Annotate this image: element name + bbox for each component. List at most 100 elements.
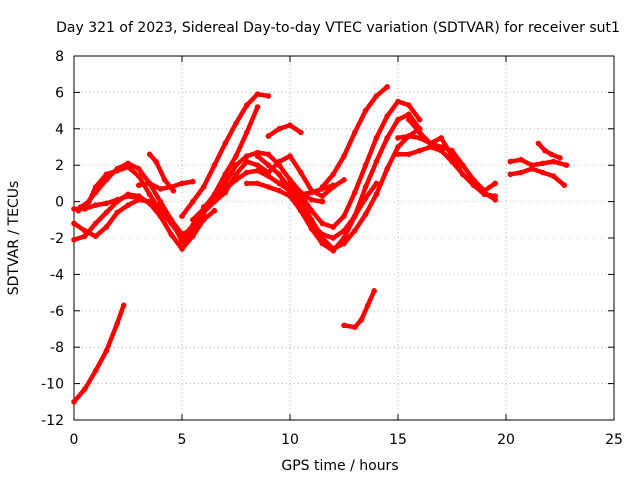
data-point — [157, 207, 164, 214]
data-point — [384, 113, 391, 119]
data-point — [319, 198, 326, 205]
y-axis-label: SDTVAR / TECUs — [6, 181, 22, 296]
data-point — [190, 178, 196, 185]
data-point — [190, 217, 196, 223]
data-point — [481, 189, 488, 196]
data-point — [535, 140, 542, 147]
data-point — [352, 324, 358, 331]
data-point — [161, 177, 168, 183]
data-point — [507, 158, 514, 165]
data-point — [103, 177, 110, 183]
data-point — [449, 153, 455, 159]
data-point — [384, 166, 391, 172]
data-point — [168, 217, 174, 223]
data-point — [92, 233, 99, 239]
data-point — [200, 204, 207, 210]
data-point — [416, 129, 423, 136]
series-trace-track-26 — [536, 141, 563, 161]
x-tick-label: 5 — [178, 432, 187, 448]
x-axis-label: GPS time / hours — [281, 458, 398, 474]
series-trace-track-19 — [266, 122, 304, 139]
x-tick-label: 0 — [70, 432, 79, 448]
data-point — [395, 151, 401, 158]
data-point — [438, 135, 445, 141]
data-point — [362, 107, 369, 114]
data-point — [406, 151, 412, 158]
data-point — [103, 348, 110, 354]
y-tick-label: -8 — [50, 340, 64, 356]
data-point — [373, 180, 380, 187]
data-point — [244, 129, 250, 136]
data-point — [330, 224, 337, 230]
data-point — [211, 207, 218, 214]
y-tick-label: 4 — [55, 122, 64, 138]
data-point — [211, 162, 218, 168]
data-point — [298, 169, 304, 176]
data-point — [233, 153, 239, 159]
data-point — [82, 206, 88, 212]
data-point — [254, 167, 261, 174]
data-point — [265, 133, 272, 139]
data-point — [362, 211, 369, 218]
data-point — [244, 102, 250, 108]
data-point — [319, 193, 326, 199]
data-point — [341, 322, 347, 329]
y-tick-label: -2 — [50, 231, 64, 247]
data-point — [254, 153, 261, 159]
data-point — [384, 84, 391, 90]
data-point — [287, 189, 293, 196]
x-tick-label: 20 — [497, 432, 515, 448]
data-point — [557, 155, 563, 161]
data-point — [125, 193, 131, 199]
x-tick-label: 10 — [281, 432, 299, 448]
data-point — [341, 213, 347, 219]
data-point — [276, 180, 283, 187]
data-point — [136, 195, 142, 201]
data-point — [406, 111, 412, 117]
data-point — [287, 122, 293, 128]
data-point — [82, 227, 88, 234]
data-point — [460, 162, 466, 168]
y-tick-label: -12 — [41, 413, 64, 429]
data-point — [298, 129, 304, 136]
data-point — [287, 180, 293, 187]
data-point — [92, 202, 99, 208]
y-tick-label: 6 — [55, 85, 64, 101]
data-point — [136, 173, 142, 179]
data-point — [244, 169, 250, 176]
data-point — [200, 184, 207, 190]
data-point — [550, 173, 557, 179]
data-point — [190, 226, 196, 232]
data-point — [114, 166, 120, 172]
series-trace-track-20 — [341, 288, 377, 330]
data-point — [276, 158, 283, 165]
data-point — [373, 191, 380, 198]
series-trace-track-8 — [147, 152, 176, 193]
data-point — [146, 151, 153, 158]
data-point — [190, 198, 196, 205]
x-tick-label: 25 — [605, 432, 623, 448]
data-point — [265, 151, 272, 158]
data-point — [319, 184, 326, 190]
data-point — [168, 231, 174, 238]
data-point — [136, 182, 142, 188]
series-trace-track-24 — [508, 166, 567, 188]
grid-lines — [74, 56, 614, 420]
x-tick-label: 15 — [389, 432, 407, 448]
data-point — [384, 135, 391, 141]
data-point — [427, 140, 434, 147]
data-point — [341, 153, 347, 159]
data-point — [82, 233, 88, 239]
data-point — [233, 162, 239, 168]
data-point — [550, 158, 557, 165]
data-point — [373, 158, 380, 165]
data-point — [539, 169, 546, 176]
data-point — [222, 189, 228, 196]
data-point — [470, 180, 477, 187]
data-point — [371, 288, 378, 294]
data-point — [352, 129, 358, 136]
data-point — [153, 158, 159, 165]
data-point — [395, 116, 401, 123]
data-point — [352, 227, 358, 234]
data-point — [373, 135, 380, 141]
